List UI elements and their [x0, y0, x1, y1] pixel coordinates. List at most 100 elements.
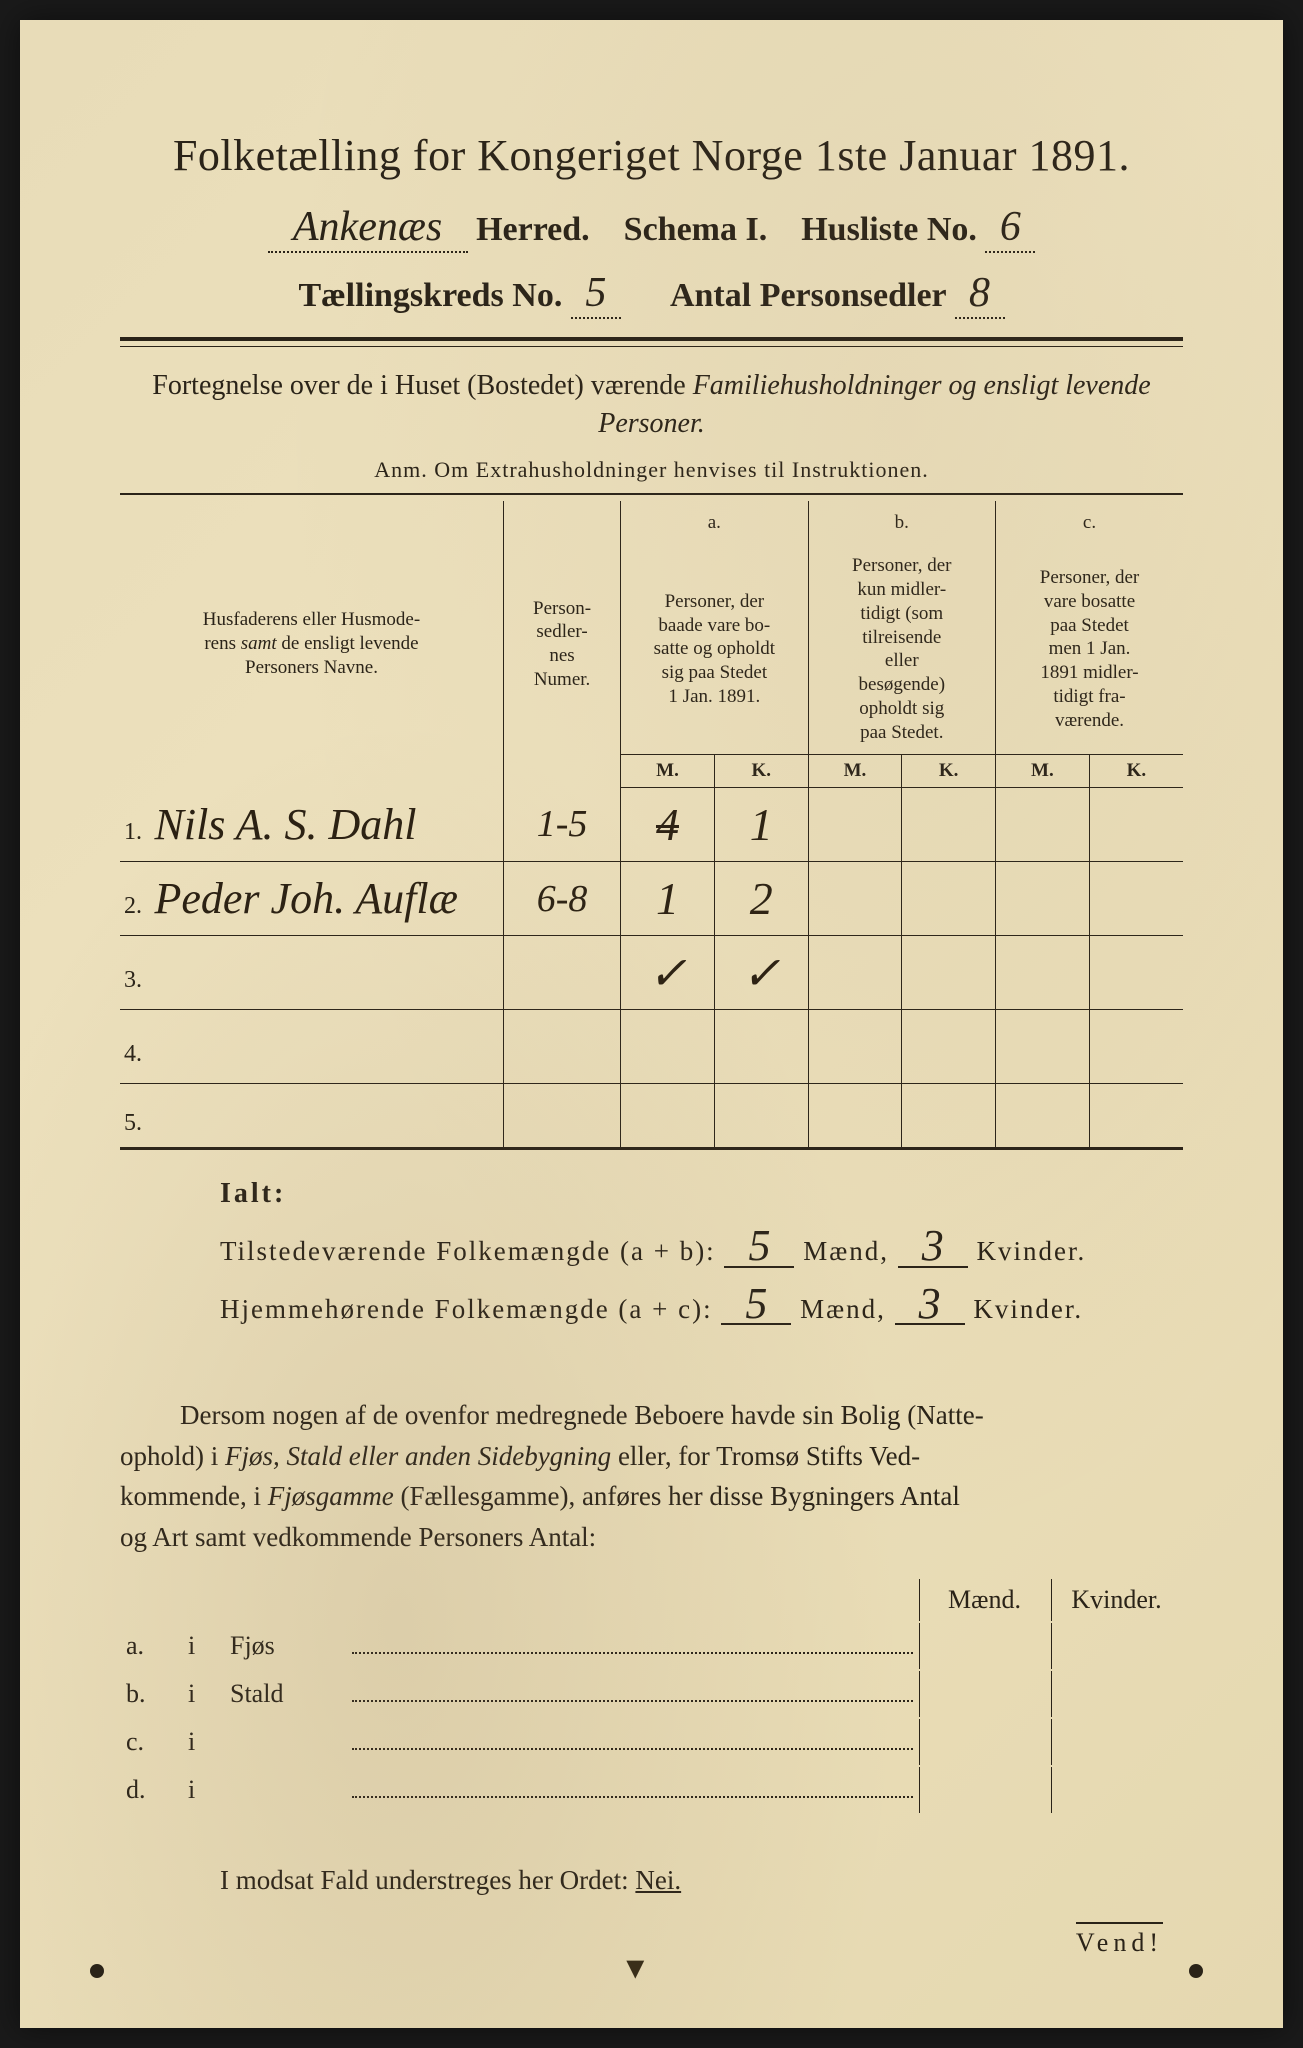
header-line-1: Ankenæs Herred. Schema I. Husliste No. 6: [120, 203, 1183, 253]
table-row: 1. Nils A. S. Dahl 1-5 4 1: [120, 788, 1183, 862]
numer-cell: 6-8: [503, 862, 620, 936]
b-k-cell: [902, 788, 996, 862]
hdr-a-m: M.: [621, 755, 715, 788]
total1-k: 3: [898, 1226, 968, 1268]
c-m-cell: [996, 936, 1090, 1010]
table-row: 2. Peder Joh. Auflæ 6-8 1 2: [120, 862, 1183, 936]
c-k-cell: [1089, 788, 1183, 862]
c-m-cell: [996, 1010, 1090, 1084]
ink-mark-icon: ▾: [626, 1946, 644, 1988]
b-m-cell: [808, 936, 902, 1010]
nei-text: I modsat Fald understreges her Ordet:: [220, 1865, 629, 1895]
name-cell: 2. Peder Joh. Auflæ: [120, 862, 503, 936]
side-dots: [348, 1719, 917, 1765]
kvinder-label-2: Kvinder.: [973, 1294, 1083, 1324]
side-label: [226, 1767, 346, 1813]
side-letter: b.: [122, 1671, 182, 1717]
side-row: a. i Fjøs: [122, 1623, 1181, 1669]
c-m-cell: [996, 788, 1090, 862]
c-m-cell: [996, 862, 1090, 936]
nei-word: Nei.: [635, 1865, 681, 1895]
total2-label: Hjemmehørende Folkemængde (a + c):: [220, 1294, 713, 1324]
side-i: i: [184, 1623, 224, 1669]
total2-m: 5: [721, 1284, 791, 1326]
total2-k: 3: [895, 1284, 965, 1326]
sidebygning-table: Mænd. Kvinder. a. i Fjøs b. i Stald c. i…: [120, 1577, 1183, 1815]
side-i: i: [184, 1719, 224, 1765]
c-k-cell: [1089, 1084, 1183, 1149]
side-k: [1051, 1719, 1181, 1765]
a-k-cell: 2: [714, 862, 808, 936]
hdr-b-m: M.: [808, 755, 902, 788]
numer-cell: 1-5: [503, 788, 620, 862]
b-m-cell: [808, 1010, 902, 1084]
vend-label: Vend!: [1076, 1922, 1163, 1958]
side-row: d. i: [122, 1767, 1181, 1813]
a-m-cell: [621, 1084, 715, 1149]
a-m-cell: 4: [621, 788, 715, 862]
name-cell: 4.: [120, 1010, 503, 1084]
nei-line: I modsat Fald understreges her Ordet: Ne…: [120, 1865, 1183, 1896]
side-m: [919, 1671, 1049, 1717]
hdr-name: Husfaderens eller Husmode-rens samt de e…: [120, 501, 503, 788]
description-text: Fortegnelse over de i Huset (Bostedet) v…: [120, 367, 1183, 443]
side-m: [919, 1719, 1049, 1765]
name-cell: 1. Nils A. S. Dahl: [120, 788, 503, 862]
kreds-handwritten: 5: [571, 269, 621, 319]
b-k-cell: [902, 1084, 996, 1149]
b-m-cell: [808, 1084, 902, 1149]
total-line-2: Hjemmehørende Folkemængde (a + c): 5 Mæn…: [120, 1284, 1183, 1326]
husliste-label: Husliste No.: [801, 211, 977, 248]
census-form-page: Folketælling for Kongeriget Norge 1ste J…: [20, 20, 1283, 2028]
side-row: b. i Stald: [122, 1671, 1181, 1717]
header-line-2: Tællingskreds No. 5 Antal Personsedler 8: [120, 269, 1183, 319]
husliste-handwritten: 6: [985, 203, 1035, 253]
a-k-cell: [714, 1084, 808, 1149]
side-maend-hdr: Mænd.: [919, 1579, 1049, 1621]
herred-label: Herred.: [476, 211, 590, 248]
side-i: i: [184, 1671, 224, 1717]
hdr-a-label: a.: [621, 501, 808, 545]
a-k-cell: ✓: [714, 936, 808, 1010]
side-label: Fjøs: [226, 1623, 346, 1669]
side-k: [1051, 1767, 1181, 1813]
hdr-c-m: M.: [996, 755, 1090, 788]
antal-label: Antal Personsedler: [670, 277, 946, 314]
side-letter: a.: [122, 1623, 182, 1669]
kvinder-label: Kvinder.: [976, 1236, 1086, 1266]
table-row: 4.: [120, 1010, 1183, 1084]
hdr-a-text: Personer, derbaade vare bo-satte og opho…: [621, 544, 808, 755]
total-line-1: Tilstedeværende Folkemængde (a + b): 5 M…: [120, 1226, 1183, 1268]
hdr-b-text: Personer, derkun midler-tidigt (somtilre…: [808, 544, 995, 755]
hdr-b-label: b.: [808, 501, 995, 545]
side-k: [1051, 1623, 1181, 1669]
side-dots: [348, 1767, 917, 1813]
side-label: Stald: [226, 1671, 346, 1717]
side-kvinder-hdr: Kvinder.: [1051, 1579, 1181, 1621]
name-cell: 3.: [120, 936, 503, 1010]
sidebygning-paragraph: Dersom nogen af de ovenfor medregnede Be…: [120, 1395, 1183, 1557]
punch-hole-icon: [90, 1964, 104, 1978]
c-m-cell: [996, 1084, 1090, 1149]
anmerkning-text: Anm. Om Extrahusholdninger henvises til …: [120, 457, 1183, 483]
total1-m: 5: [724, 1226, 794, 1268]
table-row: 5.: [120, 1084, 1183, 1149]
side-dots: [348, 1623, 917, 1669]
numer-cell: [503, 936, 620, 1010]
numer-cell: [503, 1010, 620, 1084]
name-cell: 5.: [120, 1084, 503, 1149]
a-m-cell: ✓: [621, 936, 715, 1010]
kreds-label: Tællingskreds No.: [298, 277, 562, 314]
herred-handwritten: Ankenæs: [268, 203, 468, 253]
b-k-cell: [902, 936, 996, 1010]
a-m-cell: [621, 1010, 715, 1084]
maend-label-2: Mænd,: [800, 1294, 886, 1324]
ialt-label: Ialt:: [120, 1178, 1183, 1210]
side-letter: c.: [122, 1719, 182, 1765]
total1-label: Tilstedeværende Folkemængde (a + b):: [220, 1236, 716, 1266]
side-label: [226, 1719, 346, 1765]
side-letter: d.: [122, 1767, 182, 1813]
c-k-cell: [1089, 936, 1183, 1010]
side-m: [919, 1767, 1049, 1813]
schema-label: Schema I.: [624, 211, 768, 248]
